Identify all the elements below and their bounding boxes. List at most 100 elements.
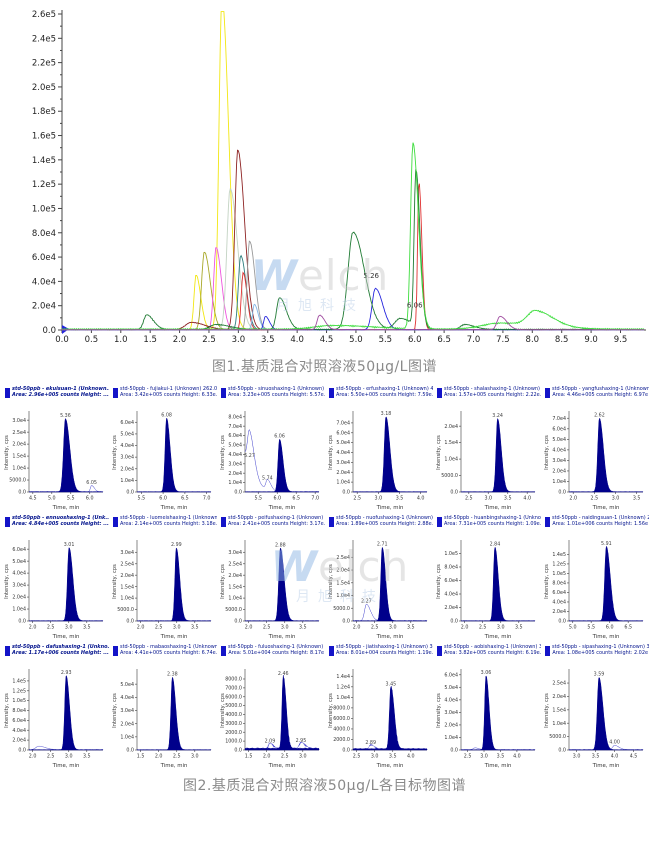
peak-retention-label: 6.06 xyxy=(407,301,423,309)
panel-titles: std-50ppb - jiatishaxing-1 (Unknown) 37 A… xyxy=(336,644,433,655)
panel-title: std-50ppb - shalashaxing-1 (Unknown) 3 xyxy=(444,386,541,392)
x-tick-label: 2.5 xyxy=(353,754,361,760)
panel-plot-r3c1: 0.0 2.0e4 4.0e4 6.0e4 8.0e4 1.0e5 1.2e5 1.4e5 2.… xyxy=(4,669,104,769)
panel-area-height: Area: 4.46e+005 counts Height: 6.97e xyxy=(552,390,649,397)
y-tick-label: 1.0e4 xyxy=(336,695,350,701)
panel-plot-r3c3: 0.0 1000.0 2000.0 3000.0 4000.0 5000.0 6000.0 7… xyxy=(220,669,320,769)
panel-area-height: Area: 1.01e+006 counts Height: 1.56e xyxy=(552,519,649,526)
trace-legend-icon xyxy=(5,646,10,656)
x-tick-label: 2.5 xyxy=(591,496,599,502)
y-tick-label: 3.0e4 xyxy=(336,460,350,466)
panel-title: std-50ppb - aobishaxing-1 (Unknown) 39 xyxy=(444,644,541,650)
x-tick-label: 7.5 xyxy=(496,335,510,345)
x-tick-label: 2.5 xyxy=(47,625,55,631)
y-tick-label: 1.5e4 xyxy=(12,454,26,460)
y-tick-label: 0.0 xyxy=(18,748,26,754)
y-tick-label: 2.0e4 xyxy=(336,568,350,574)
panel-area-height: Area: 1.17e+006 counts Height: ... xyxy=(12,648,109,655)
panel-titles: std-50ppb - huanbingshaxing-1 (Unknow Are… xyxy=(444,515,541,526)
y-tick-label: 1000.0 xyxy=(225,739,242,745)
x-tick-label: 2.5 xyxy=(47,754,55,760)
y-tick-label: 1.0e4 xyxy=(228,480,242,486)
y-tick-label: 1.0e4 xyxy=(444,735,458,741)
y-axis-title: Intensity, cps xyxy=(220,435,226,470)
panel-title: std-50ppb - sinuoshaxing-1 (Unknown) 2 xyxy=(228,386,325,392)
x-tick-label: 3.0 xyxy=(612,496,620,502)
y-tick-label: 2.0e4 xyxy=(336,470,350,476)
x-axis-title: Time, min xyxy=(376,634,404,640)
panel-title: std-50ppb - erfushaxing-1 (Unknown) 40 xyxy=(336,386,433,392)
y-tick-label: 2.0e4 xyxy=(120,573,134,579)
x-tick-label: 8.5 xyxy=(555,335,569,345)
y-tick-label: 1.0e4 xyxy=(552,479,566,485)
figure2-caption: 图2.基质混合对照溶液50μg/L各目标物图谱 xyxy=(183,778,466,794)
trace-magenta xyxy=(61,247,644,331)
peak-retention-label: 3.24 xyxy=(492,413,503,419)
chromatogram-panel-r2c6: std-50ppb - naidingsuan-1 (Unknown) 23 Ar… xyxy=(541,515,649,642)
y-tick-label: 5000.0 xyxy=(117,607,134,613)
peak-retention-label: 5.26 xyxy=(363,272,379,280)
main-peak-trace xyxy=(28,547,104,622)
panel-area-height: Area: 1.57e+005 counts Height: 2.22e. xyxy=(444,390,541,397)
y-tick-label: 6.0e4 xyxy=(336,430,350,436)
panel-header: std-50ppb - peifushaxing-1 (Unknown) 3 Ar… xyxy=(217,515,325,535)
y-tick-label: 1.8e5 xyxy=(32,107,56,117)
y-axis-title: Intensity, cps xyxy=(436,435,442,470)
y-axis-title: Intensity, cps xyxy=(544,693,550,728)
panel-header: std-50ppb - huanbingshaxing-1 (Unknow Are… xyxy=(433,515,541,535)
y-tick-label: 0.0 xyxy=(126,619,134,625)
chromatogram-panel-r2c3: std-50ppb - peifushaxing-1 (Unknown) 3 Ar… xyxy=(217,515,325,642)
x-tick-label: 6.5 xyxy=(437,335,451,345)
x-tick-label: 2.5 xyxy=(263,625,271,631)
trace-legend-icon xyxy=(545,388,550,398)
y-axis-title: Intensity, cps xyxy=(436,564,442,599)
x-tick-label: 2.0 xyxy=(137,625,145,631)
panel-area-height: Area: 5.50e+005 counts Height: 7.59e. xyxy=(336,390,433,397)
y-tick-label: 6.0e4 xyxy=(552,590,566,596)
trace-legend-icon xyxy=(329,517,334,527)
y-tick-label: 6.0e4 xyxy=(12,547,26,553)
trace-legend-icon xyxy=(113,646,118,656)
panel-titles: std-50ppb - ennuoshaxing-1 (Unk... Area: … xyxy=(12,515,109,526)
x-tick-label: 2.0 xyxy=(29,754,37,760)
peak-retention-label: 3.45 xyxy=(386,681,397,687)
x-tick-label: 3.5 xyxy=(83,754,91,760)
y-tick-label: 2.0e4 xyxy=(228,471,242,477)
x-tick-label: 4.5 xyxy=(29,496,37,502)
chromatogram-panel-r3c4: std-50ppb - jiatishaxing-1 (Unknown) 37 A… xyxy=(325,644,433,771)
trace-purple xyxy=(61,314,645,331)
panel-title: std-50ppb - mabaoshaxing-1 (Unknown) xyxy=(120,644,217,650)
x-tick-label: 4.0 xyxy=(290,335,304,345)
x-tick-label: 0.5 xyxy=(85,335,99,345)
y-tick-label: 5.0e4 xyxy=(228,443,242,449)
panel-header: std-50ppb - fujiakui-1 (Unknown) 262.00 A… xyxy=(109,386,217,406)
panel-titles: std-50ppb - ekuisuan-1 (Unknown... Area: … xyxy=(12,386,109,397)
chromatogram-panel-r1c6: std-50ppb - yangfushaxing-1 (Unknown) Are… xyxy=(541,386,649,513)
y-axis-title: Intensity, cps xyxy=(4,693,10,728)
y-axis-title: Intensity, cps xyxy=(220,564,226,599)
x-tick-label: 4.0 xyxy=(523,496,531,502)
panel-header: std-50ppb - mabaoshaxing-1 (Unknown) Area… xyxy=(109,644,217,664)
y-tick-label: 8.0e4 xyxy=(228,414,242,420)
y-tick-label: 1.0e4 xyxy=(12,466,26,472)
main-peak-trace xyxy=(568,677,644,751)
y-tick-label: 2.0e4 xyxy=(444,424,458,430)
panel-title: std-50ppb - huanbingshaxing-1 (Unknow xyxy=(444,515,541,521)
x-axis-title: Time, min xyxy=(160,763,188,769)
main-peak-trace xyxy=(28,675,104,751)
panel-header: std-50ppb - yangfushaxing-1 (Unknown) Are… xyxy=(541,386,649,406)
panel-title: std-50ppb - yangfushaxing-1 (Unknown) xyxy=(552,386,649,392)
y-tick-label: 0.0 xyxy=(18,490,26,496)
trace-dark-green xyxy=(61,169,645,331)
panel-titles: std-50ppb - aobishaxing-1 (Unknown) 39 Ar… xyxy=(444,644,541,655)
trace-yellow xyxy=(61,11,645,331)
y-tick-label: 1.2e5 xyxy=(552,561,566,567)
y-tick-label: 4.0e4 xyxy=(336,450,350,456)
y-tick-label: 0.0 xyxy=(558,619,566,625)
x-tick-label: 3.5 xyxy=(592,754,600,760)
panel-area-height: Area: 3.82e+005 counts Height: 6.19e. xyxy=(444,648,541,655)
y-tick-label: 0.0 xyxy=(450,619,458,625)
y-tick-label: 1.0e5 xyxy=(552,571,566,577)
y-tick-label: 2.5e4 xyxy=(120,561,134,567)
x-axis-title: Time, min xyxy=(592,634,620,640)
